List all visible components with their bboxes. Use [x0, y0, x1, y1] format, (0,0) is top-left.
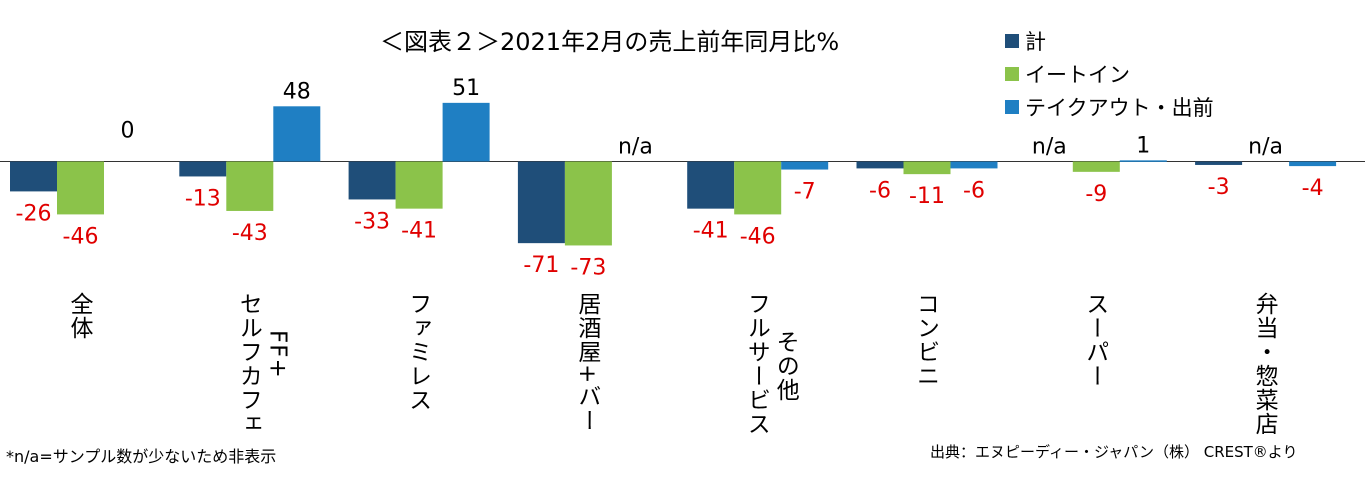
- data-label-eatin: -43: [232, 221, 268, 246]
- bar-takeout: [442, 102, 490, 162]
- bar-eatin: [226, 161, 274, 211]
- data-label-takeout: 48: [283, 79, 311, 104]
- legend-label-eatin: イートイン: [1025, 62, 1130, 87]
- data-label-eatin: -9: [1085, 182, 1107, 207]
- bar-eatin: [57, 161, 104, 215]
- bar-total: [517, 161, 565, 244]
- bar-takeout: [1119, 160, 1167, 162]
- na-label: n/a: [618, 135, 653, 160]
- bar-total: [348, 161, 396, 200]
- legend-swatch-total: [1005, 33, 1019, 48]
- data-label-total: -26: [16, 201, 52, 226]
- bar-total: [10, 161, 57, 192]
- category-label: セルフカフェ: [235, 292, 262, 436]
- legend-item-total: 計: [1005, 24, 1214, 57]
- data-label-takeout: 51: [452, 76, 480, 101]
- chart-title: ＜図表２＞2021年2月の売上前年同月比%: [380, 28, 840, 56]
- legend-item-takeout: テイクアウト・出前: [1005, 90, 1214, 123]
- bar-eatin: [395, 161, 443, 209]
- data-label-eatin: -46: [740, 224, 776, 249]
- bar-eatin: [734, 161, 782, 215]
- data-label-takeout: -6: [963, 178, 985, 203]
- category-label: 弁当・惣菜店: [1251, 292, 1278, 436]
- data-label-total: -33: [354, 209, 390, 234]
- bar-takeout: [950, 161, 998, 169]
- bar-takeout: [781, 161, 829, 170]
- footnote: *n/a=サンプル数が少ないため非表示: [6, 447, 277, 466]
- category-label: フルサービス: [743, 292, 770, 436]
- bar-eatin: [564, 161, 612, 246]
- data-label-takeout: -4: [1302, 176, 1324, 201]
- data-label-total: -41: [693, 219, 729, 244]
- bar-eatin: [1072, 161, 1120, 172]
- bar-eatin: [903, 161, 951, 175]
- bar-total: [856, 161, 904, 169]
- bar-total: [687, 161, 735, 209]
- data-label-takeout: 0: [121, 119, 135, 144]
- na-label: n/a: [1032, 135, 1067, 160]
- source-credit: 出典：エヌピーディー・ジャパン（株） CREST®より: [930, 443, 1298, 461]
- data-label-takeout: 1: [1136, 133, 1150, 158]
- data-label-total: -3: [1208, 175, 1230, 200]
- legend-item-eatin: イートイン: [1005, 57, 1214, 90]
- legend-label-total: 計: [1025, 29, 1046, 54]
- bar-total: [179, 161, 227, 177]
- data-label-total: -6: [869, 178, 891, 203]
- data-label-takeout: -7: [794, 180, 816, 205]
- data-label-total: -13: [185, 186, 221, 211]
- na-label: n/a: [1248, 135, 1283, 160]
- category-label: ファミレス: [404, 292, 431, 412]
- legend-swatch-takeout: [1005, 99, 1019, 114]
- data-label-total: -71: [523, 253, 559, 278]
- category-sublabel: その他: [772, 330, 799, 402]
- bar-takeout: [1289, 161, 1337, 167]
- legend: 計 イートイン テイクアウト・出前: [1005, 24, 1214, 123]
- data-label-eatin: -73: [570, 255, 606, 280]
- legend-swatch-eatin: [1005, 66, 1019, 81]
- category-sublabel: FF+: [264, 330, 291, 379]
- category-label: スーパー: [1081, 292, 1108, 388]
- category-label: 全体: [66, 292, 92, 340]
- data-label-eatin: -11: [909, 184, 945, 209]
- bar-total: [1195, 161, 1243, 165]
- data-label-eatin: -41: [401, 219, 437, 244]
- data-label-eatin: -46: [63, 224, 99, 249]
- category-label: 居酒屋+バー: [573, 292, 600, 433]
- legend-label-takeout: テイクアウト・出前: [1025, 95, 1214, 120]
- category-label: コンビニ: [912, 292, 939, 388]
- bar-takeout: [273, 106, 321, 162]
